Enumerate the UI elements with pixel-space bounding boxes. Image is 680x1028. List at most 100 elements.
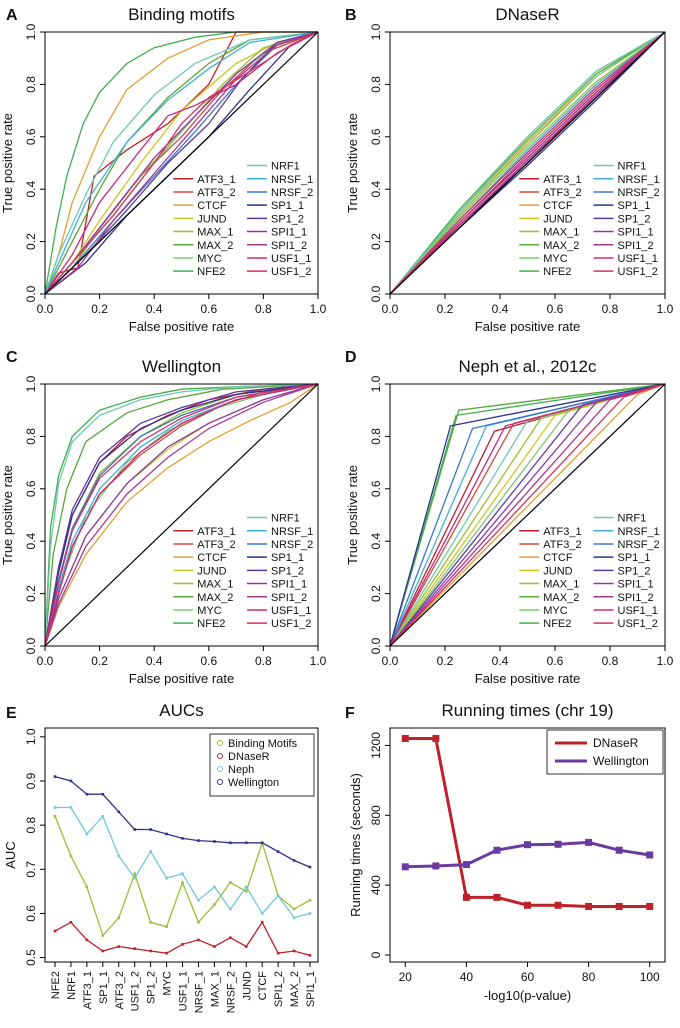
data-point-dnaser <box>101 949 105 953</box>
y-tick-label: 0.0 <box>369 285 383 302</box>
legend-label-atf3-2: ATF3_2 <box>197 187 235 199</box>
panel-f: F Running times (chr 19) 0 400 800 1200 20 40 60… <box>345 701 666 1003</box>
y-tick-label: 1200 <box>369 732 383 759</box>
data-point-wellington <box>276 850 280 853</box>
data-point-dnaser <box>260 920 264 924</box>
y-tick-label: 1.0 <box>369 23 383 40</box>
legend-label-nfe2: NFE2 <box>543 618 571 630</box>
y-tick-label: 0.9 <box>24 772 38 789</box>
x-tick-label: USF1_2 <box>130 971 142 1011</box>
legend-label-max-2: MAX_2 <box>543 240 579 252</box>
x-tick-label: ATF3_1 <box>82 971 94 1009</box>
series-line-sp1-2 <box>44 383 319 647</box>
legend-label-max-2: MAX_2 <box>197 240 233 252</box>
y-tick-label: 0.2 <box>369 585 383 602</box>
panel-letter: C <box>6 349 18 366</box>
series-line-nrsf-2 <box>389 383 666 647</box>
x-tick-label: 0.2 <box>437 302 454 316</box>
x-tick-label: MAX_2 <box>289 971 301 1007</box>
data-point-wellington <box>432 862 440 870</box>
panel-letter: A <box>6 7 18 24</box>
legend-label-max-1: MAX_1 <box>543 579 579 591</box>
legend-label-usf1-2: USF1_2 <box>618 266 658 278</box>
series-line-nrsf-2 <box>44 31 319 295</box>
panel-letter: F <box>345 705 355 722</box>
x-tick-label: CTCF <box>257 971 269 1001</box>
legend-label-atf3-1: ATF3_1 <box>543 174 581 186</box>
legend-label-binding-motifs: Binding Motifs <box>228 738 298 750</box>
legend-label-spi1-2: SPI1_2 <box>271 240 307 252</box>
x-tick-label: 40 <box>460 970 474 984</box>
data-point-neph <box>165 876 168 880</box>
series-line-sp1-1 <box>389 383 666 647</box>
legend-label-atf3-2: ATF3_2 <box>543 539 581 551</box>
series-line-usf1-2 <box>44 383 319 647</box>
x-tick-label: 0.2 <box>91 302 108 316</box>
series-line-nfe2 <box>44 383 319 647</box>
data-point-dnaser <box>554 901 562 909</box>
y-tick-label: 0.8 <box>24 816 38 833</box>
x-tick-label: 60 <box>521 970 535 984</box>
x-tick-label: 20 <box>399 970 413 984</box>
legend-swatch-binding-motifs <box>217 740 223 746</box>
series-line-max-2 <box>44 31 319 295</box>
series-line-usf1-2 <box>389 383 666 647</box>
legend-label-jund: JUND <box>543 213 572 225</box>
data-point-dnaser <box>133 947 136 951</box>
chart-title: Running times (chr 19) <box>442 701 614 720</box>
x-tick-label: 0.0 <box>382 302 399 316</box>
legend-box <box>209 733 315 797</box>
diagonal-line <box>44 383 319 647</box>
data-point-dnaser <box>524 901 531 909</box>
x-tick-label: SP1_2 <box>146 971 158 1004</box>
plot-frame <box>389 31 666 295</box>
legend-label-sp1-2: SP1_2 <box>271 565 304 577</box>
x-tick-label: MYC <box>162 971 174 996</box>
y-tick-label: 0.6 <box>369 480 383 497</box>
data-point-wellington <box>292 859 296 862</box>
diagonal-line <box>389 31 666 295</box>
data-point-dnaser <box>462 893 470 901</box>
data-point-neph <box>69 806 73 809</box>
panel-d: D Neph et al., 2012c 0.0 0.2 0.4 0.6 0.8 1.0 0.0… <box>345 349 674 686</box>
legend-label-atf3-1: ATF3_1 <box>543 526 581 538</box>
legend-label-sp1-2: SP1_2 <box>618 565 651 577</box>
legend-label-sp1-2: SP1_2 <box>271 213 304 225</box>
legend-label-spi1-1: SPI1_1 <box>618 227 654 239</box>
data-point-wellington <box>615 846 623 854</box>
y-tick-label: 0.2 <box>369 233 383 250</box>
data-point-wellington <box>117 810 121 814</box>
legend-label-atf3-2: ATF3_2 <box>543 187 581 199</box>
legend-label-ctcf: CTCF <box>543 200 573 212</box>
chart-title: Binding motifs <box>128 5 235 24</box>
y-tick-label: 0.2 <box>24 585 38 602</box>
series-line-usf1-1 <box>389 383 666 647</box>
x-tick-label: SP1_1 <box>98 971 110 1004</box>
legend-label-sp1-1: SP1_1 <box>271 552 304 564</box>
legend-label-spi1-2: SPI1_2 <box>618 592 654 604</box>
y-tick-label: 1.0 <box>369 375 383 392</box>
series-line-spi1-2 <box>44 383 319 647</box>
data-point-binding-motifs <box>165 925 168 928</box>
legend-label-myc: MYC <box>543 253 568 265</box>
data-point-wellington <box>149 828 152 831</box>
x-tick-label: NFE2 <box>50 971 62 999</box>
y-tick-label: 0.0 <box>24 637 38 654</box>
x-tick-label: 0.4 <box>492 302 509 316</box>
data-point-dnaser <box>292 949 296 953</box>
series-line-spi1-2 <box>389 31 666 295</box>
series-line-max-2 <box>44 383 319 647</box>
legend-label-sp1-1: SP1_1 <box>618 200 651 212</box>
y-axis-label: True positive rate <box>345 465 360 565</box>
panel-e: E AUCs 0.5 0.6 0.7 0.8 0.9 1.0 AUC NFE2 NRF1 ATF3_1… <box>3 701 319 1013</box>
legend-label-myc: MYC <box>197 605 222 617</box>
legend-label-nrsf-2: NRSF_2 <box>271 187 313 199</box>
y-tick-label: 0.0 <box>24 285 38 302</box>
legend-label-spi1-2: SPI1_2 <box>618 240 654 252</box>
legend-label-spi1-1: SPI1_1 <box>271 579 307 591</box>
x-tick-label: ATF3_2 <box>114 971 126 1009</box>
legend-label-atf3-2: ATF3_2 <box>197 539 235 551</box>
